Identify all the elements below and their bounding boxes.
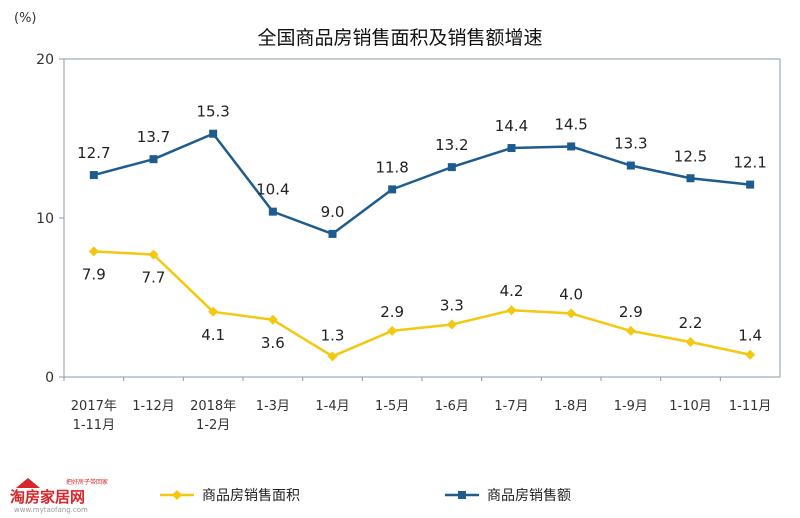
data-point — [566, 308, 577, 319]
x-tick-label: 1-11月 — [73, 418, 116, 433]
data-point — [148, 249, 159, 260]
legend-label: 商品房销售面积 — [202, 488, 300, 504]
data-point — [268, 207, 277, 216]
x-tick-label: 1-4月 — [315, 399, 349, 414]
x-tick-label: 1-8月 — [554, 399, 588, 414]
x-axis: 2017年 1-11月 1-12月 2018年 1-2月 1-3月 1-4月 1-5月 1-6月… — [63, 377, 772, 433]
y-tick-label: 0 — [45, 370, 54, 386]
x-tick-label: 1-9月 — [614, 399, 648, 414]
x-tick-label: 1-6月 — [435, 399, 469, 414]
y-tick-label: 10 — [36, 211, 54, 227]
data-point — [149, 155, 158, 164]
data-label: 11.8 — [375, 158, 408, 176]
watermark-url: www.mytaofang.com — [14, 506, 88, 514]
data-point — [387, 325, 398, 336]
legend-marker — [458, 491, 466, 499]
data-point — [746, 180, 755, 189]
legend-marker — [172, 490, 182, 500]
data-point — [267, 314, 278, 325]
data-label: 4.0 — [559, 285, 583, 303]
series-line — [93, 250, 751, 358]
data-point — [447, 163, 456, 172]
data-label: 9.0 — [321, 203, 345, 221]
data-label: 1.3 — [321, 326, 345, 344]
data-point — [446, 319, 457, 330]
series-sales-area: 7.9 7.7 4.1 3.6 1.3 2.9 3.3 4.2 4.0 2.9 2.2 1.4 — [82, 246, 762, 362]
data-label: 2.9 — [619, 303, 643, 321]
data-label: 4.1 — [201, 326, 225, 344]
data-point — [328, 229, 337, 238]
data-label: 3.3 — [440, 297, 464, 315]
x-tick-label: 1-5月 — [375, 399, 409, 414]
watermark-logo: 淘房家居网 把好房子带回家 www.mytaofang.com — [9, 478, 108, 514]
data-point — [89, 171, 98, 180]
legend-item: 商品房销售额 — [445, 488, 571, 504]
data-label: 14.4 — [495, 117, 528, 135]
data-label: 3.6 — [261, 334, 285, 352]
data-point — [567, 142, 576, 151]
data-label: 13.2 — [435, 136, 468, 154]
x-tick-label: 1-7月 — [494, 399, 528, 414]
y-tick-label: 20 — [36, 52, 54, 68]
data-label: 12.5 — [674, 147, 707, 165]
watermark-brand: 淘房家居网 — [9, 488, 85, 506]
data-label: 1.4 — [738, 327, 762, 345]
data-label: 7.7 — [142, 269, 166, 287]
data-point — [388, 185, 397, 194]
data-point — [506, 305, 517, 316]
data-label: 13.3 — [614, 135, 647, 153]
data-point — [507, 144, 516, 153]
series-layer: 7.9 7.7 4.1 3.6 1.3 2.9 3.3 4.2 4.0 2.9 2.2 1.4 12.7… — [77, 103, 767, 362]
data-point — [686, 174, 695, 183]
x-tick-label: 1-10月 — [669, 399, 712, 414]
data-label: 4.2 — [500, 282, 524, 300]
series-sales-amount: 12.7 13.7 15.3 10.4 9.0 11.8 13.2 14.4 14.5 13.3 1… — [77, 103, 767, 238]
legend-label: 商品房销售额 — [487, 488, 571, 504]
legend-item: 商品房销售面积 — [160, 488, 300, 504]
x-tick-label: 2018年 — [190, 399, 236, 414]
data-label: 10.4 — [256, 181, 289, 199]
plot-frame — [63, 58, 781, 378]
y-axis-unit: (%) — [14, 11, 37, 26]
y-axis: 0 10 20 — [36, 52, 64, 386]
data-point — [88, 246, 99, 257]
data-label: 15.3 — [196, 103, 229, 121]
series-line — [93, 132, 751, 236]
x-tick-label: 2017年 — [71, 399, 117, 414]
data-point — [745, 349, 756, 360]
x-tick-label: 1-11月 — [729, 399, 772, 414]
data-label: 13.7 — [137, 128, 170, 146]
house-icon — [16, 478, 40, 488]
x-tick-label: 1-12月 — [132, 399, 175, 414]
data-point — [626, 161, 635, 170]
data-label: 12.7 — [77, 144, 110, 162]
data-point — [208, 306, 219, 317]
data-point — [327, 351, 338, 362]
data-point — [209, 129, 218, 138]
chart-title: 全国商品房销售面积及销售额增速 — [257, 27, 542, 49]
data-label: 14.5 — [554, 115, 587, 133]
data-label: 7.9 — [82, 265, 106, 283]
x-tick-label: 1-3月 — [256, 399, 290, 414]
data-point — [685, 337, 696, 348]
data-label: 2.2 — [679, 314, 703, 332]
data-point — [625, 325, 636, 336]
data-label: 12.1 — [733, 154, 766, 172]
x-tick-label: 1-2月 — [196, 418, 230, 433]
watermark-slogan: 把好房子带回家 — [66, 478, 108, 486]
legend: 商品房销售面积 商品房销售额 — [160, 488, 571, 504]
data-label: 2.9 — [380, 303, 404, 321]
